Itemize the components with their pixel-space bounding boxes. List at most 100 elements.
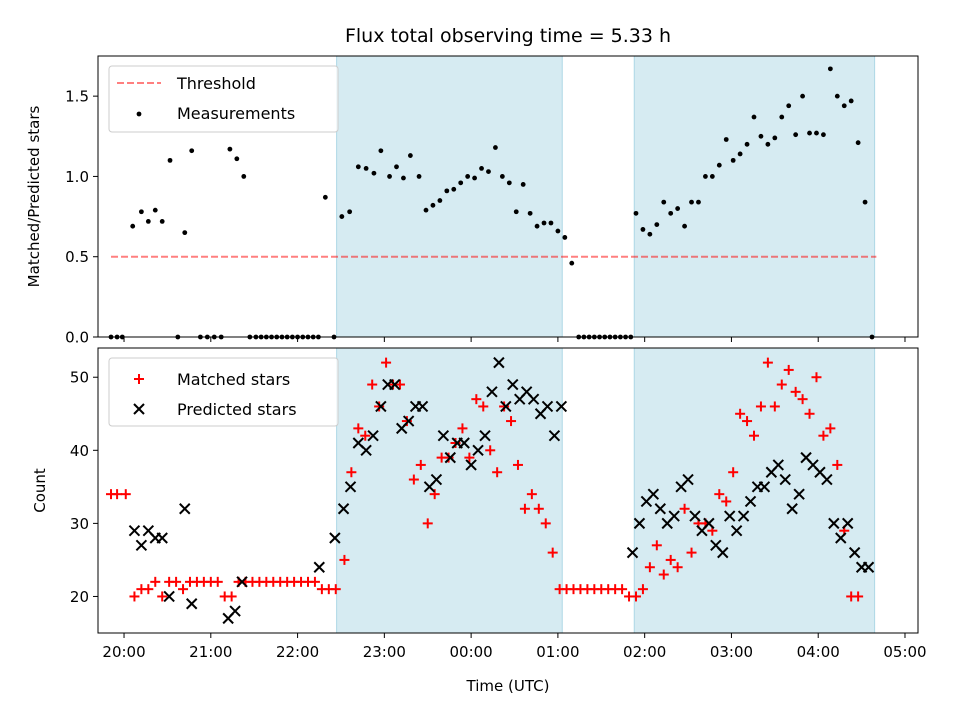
measurement-point	[548, 220, 554, 226]
predicted-star-point	[389, 378, 401, 391]
matched-star-point	[478, 401, 489, 412]
measurement-point	[716, 162, 722, 168]
measurement-point	[779, 114, 785, 120]
matched-star-point	[735, 408, 746, 419]
matched-star-point	[422, 518, 433, 529]
y-tick-label: 20	[70, 588, 89, 606]
matched-star-point	[644, 562, 655, 573]
predicted-star-point	[465, 459, 477, 471]
predicted-star-point	[821, 473, 833, 486]
measurement-point	[800, 93, 805, 99]
x-axis-label: Time (UTC)	[466, 677, 550, 695]
matched-star-point	[790, 386, 801, 397]
x-tick-label: 02:00	[623, 643, 666, 661]
matched-star-point	[804, 408, 815, 419]
predicted-star-point	[555, 400, 568, 413]
y-tick-label: 30	[70, 515, 89, 533]
matched-star-point	[769, 401, 780, 412]
predicted-star-point	[416, 400, 429, 413]
matched-star-point	[226, 591, 237, 602]
measurement-point	[848, 98, 854, 104]
matched-star-point	[178, 584, 189, 595]
measurement-point	[640, 227, 646, 232]
measurement-point	[234, 156, 240, 162]
matched-star-point	[381, 357, 392, 368]
legend-measurements-label: Measurements	[177, 104, 295, 123]
measurement-point	[527, 210, 533, 216]
matched-star-point	[721, 496, 732, 507]
matched-star-point	[346, 467, 357, 478]
predicted-star-point	[156, 532, 168, 544]
measurement-point	[737, 151, 743, 157]
predicted-star-point	[337, 503, 350, 515]
measurement-point	[654, 222, 660, 228]
predicted-star-point	[779, 473, 791, 486]
matched-star-point	[832, 459, 843, 470]
matched-star-point	[547, 547, 558, 558]
predicted-star-point	[862, 561, 875, 573]
predicted-star-point	[479, 429, 491, 442]
predicted-star-point	[329, 532, 341, 544]
matched-star-point	[512, 459, 523, 470]
predicted-star-point	[744, 495, 757, 508]
predicted-star-point	[507, 378, 519, 391]
measurement-point	[355, 164, 361, 170]
y-tick-label: 0.0	[65, 329, 89, 347]
matched-star-point	[617, 584, 628, 595]
matched-star-point	[212, 576, 223, 587]
x-tick-label: 00:00	[450, 643, 493, 661]
shaded-interval	[633, 55, 876, 338]
measurement-point	[723, 137, 729, 142]
predicted-star-point	[668, 510, 680, 522]
measurement-point	[827, 66, 833, 72]
predicted-star-point	[179, 503, 191, 515]
measurement-point	[709, 174, 715, 179]
matched-star-point	[129, 591, 140, 602]
y-tick-label: 40	[70, 442, 89, 460]
matched-star-point	[143, 584, 154, 595]
measurement-point	[378, 148, 384, 154]
legend-threshold-label: Threshold	[176, 74, 256, 93]
measurement-point	[322, 194, 328, 200]
measurement-point	[339, 214, 345, 219]
top-y-axis-label: Matched/Predicted stars	[25, 106, 43, 288]
measurement-point	[675, 206, 681, 211]
predicted-star-point	[786, 503, 798, 515]
legend-matched-label: Matched stars	[177, 370, 290, 389]
matched-star-point	[353, 423, 364, 434]
legend-predicted-swatch	[133, 403, 145, 415]
bottom-axes-frame	[97, 347, 919, 634]
bottom-y-axis-label: Count	[31, 468, 49, 513]
matched-star-point	[150, 576, 161, 587]
matched-star-point	[651, 540, 662, 551]
predicted-star-point	[163, 590, 175, 603]
measurement-point	[862, 199, 868, 205]
predicted-star-point	[703, 517, 715, 530]
measurement-point	[493, 145, 498, 150]
top-axes-frame	[97, 55, 919, 338]
predicted-star-point	[367, 429, 379, 442]
matched-star-point	[112, 489, 123, 500]
bottom-panel: 20 30 40 50 20:00 21:00 22:00 23:00 00:00 01:00 0…	[31, 347, 927, 695]
measurement-point	[513, 209, 519, 215]
matched-star-point	[811, 372, 822, 383]
matched-star-point	[457, 423, 468, 434]
matched-star-point	[818, 430, 829, 441]
measurement-point	[499, 174, 505, 179]
measurement-point	[430, 202, 436, 208]
measurement-point	[751, 114, 757, 120]
top-chart-title: Flux total observing time = 5.33 h	[345, 25, 671, 47]
bottom-legend-box	[108, 357, 339, 427]
predicted-star-point	[437, 429, 450, 442]
legend-predicted-label: Predicted stars	[177, 400, 297, 419]
predicted-star-point	[236, 576, 248, 588]
measurement-point	[347, 209, 353, 215]
measurement-point	[689, 199, 694, 205]
measurement-point	[159, 218, 165, 224]
x-tick-label: 01:00	[536, 643, 579, 661]
matched-star-point	[471, 394, 482, 405]
measurement-point	[555, 228, 561, 234]
matched-star-point	[157, 591, 168, 602]
matched-star-point	[120, 489, 131, 500]
matched-star-point	[408, 474, 419, 485]
